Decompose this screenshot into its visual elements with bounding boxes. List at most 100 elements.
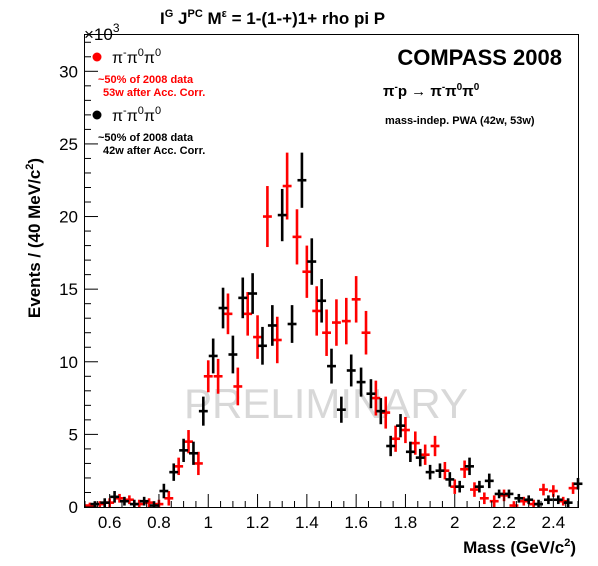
- data-point: [558, 496, 568, 506]
- data-point: [100, 498, 110, 507]
- data-point: [484, 473, 494, 489]
- data-point: [489, 495, 499, 507]
- data-point: [361, 310, 371, 355]
- data-point: [233, 367, 243, 406]
- y-tick-labels: 0 5 10 15 20 25 30: [59, 62, 78, 517]
- y-tick-label: 20: [59, 208, 78, 227]
- data-point: [401, 416, 410, 444]
- legend-note-red-2: 53w after Acc. Corr.: [103, 87, 205, 99]
- data-point: [539, 483, 548, 496]
- reaction-label: π-p → π-π0π0: [383, 82, 480, 100]
- data-point: [213, 358, 223, 394]
- data-point: [124, 495, 134, 505]
- data-point: [169, 463, 179, 481]
- data-point: [248, 273, 258, 314]
- data-point: [563, 498, 573, 507]
- data-point: [149, 501, 159, 507]
- data-point: [479, 492, 489, 505]
- data-point: [115, 493, 124, 503]
- data-point: [110, 491, 120, 503]
- data-point: [371, 380, 381, 416]
- legend-label-black: π-π0π0: [112, 105, 161, 125]
- data-point: [312, 286, 322, 336]
- data-point: [420, 444, 430, 465]
- data-point: [410, 431, 420, 455]
- data-point: [159, 483, 169, 499]
- y-tick-label: 5: [69, 425, 78, 444]
- legend-note-black-2: 42w after Acc. Corr.: [103, 145, 205, 157]
- x-tick-label: 1.8: [394, 513, 418, 532]
- data-point: [243, 292, 253, 336]
- y-axis-label: Events / (40 MeV/c2): [24, 158, 44, 318]
- data-point: [543, 495, 553, 505]
- data-point: [253, 315, 262, 359]
- watermark: PRELIMINARY: [184, 380, 468, 427]
- x-tick-label: 0.8: [147, 513, 171, 532]
- data-point: [327, 348, 336, 384]
- data-point: [534, 499, 543, 507]
- data-point: [460, 460, 470, 478]
- data-point: [519, 496, 529, 506]
- data-point: [341, 297, 351, 345]
- data-point: [85, 502, 95, 507]
- data-point: [425, 464, 435, 480]
- series-red: [85, 152, 578, 507]
- data-point: [568, 482, 578, 494]
- data-point: [297, 152, 307, 208]
- data-point: [391, 425, 401, 452]
- data-point: [262, 186, 272, 248]
- plot-marks: [85, 152, 583, 507]
- series-black: [90, 152, 583, 507]
- data-point: [405, 441, 415, 462]
- data-point: [228, 335, 238, 374]
- data-point: [351, 276, 361, 323]
- data-point: [356, 367, 366, 397]
- analysis-label: mass-indep. PWA (42w, 53w): [385, 115, 535, 127]
- axis-ticks: [84, 41, 579, 508]
- legend-note-red-1: ~50% of 2008 data: [98, 74, 194, 86]
- y-tick-label: 10: [59, 353, 78, 372]
- legend-note-black-1: ~50% of 2008 data: [98, 132, 194, 144]
- data-point: [322, 309, 332, 356]
- x-tick-label: 1.4: [295, 513, 319, 532]
- data-point: [282, 152, 292, 220]
- data-point: [184, 430, 193, 454]
- x-tick-label: 2: [450, 513, 459, 532]
- data-point: [504, 489, 514, 499]
- x-tick-labels: 0.6 0.8 1 1.2 1.4 1.6 1.8 2 2.2 2.4: [98, 513, 565, 532]
- data-point: [174, 457, 184, 476]
- data-point: [287, 305, 297, 343]
- data-point: [193, 451, 203, 476]
- data-point: [435, 463, 445, 478]
- y-multiplier: ×103: [84, 21, 120, 44]
- data-point: [203, 360, 213, 393]
- data-point: [346, 354, 356, 387]
- data-point: [302, 245, 312, 298]
- data-point: [164, 491, 174, 506]
- legend-marker-red: [92, 52, 102, 62]
- data-point: [465, 457, 474, 476]
- data-point: [272, 316, 282, 364]
- data-point: [366, 379, 376, 409]
- data-point: [553, 495, 563, 505]
- y-tick-label: 0: [69, 498, 78, 517]
- data-point: [514, 493, 524, 503]
- data-point: [317, 278, 327, 323]
- data-point: [415, 448, 425, 467]
- data-point: [430, 435, 440, 457]
- data-point: [258, 326, 267, 365]
- data-point: [218, 287, 228, 329]
- data-point: [376, 398, 386, 425]
- data-point: [386, 435, 396, 457]
- data-point: [267, 305, 277, 346]
- data-point: [198, 396, 208, 426]
- data-point: [445, 472, 455, 487]
- data-point: [331, 299, 341, 346]
- data-point: [277, 188, 287, 242]
- x-axis-label: Mass (GeV/c2): [463, 537, 576, 557]
- y-tick-label: 30: [59, 62, 78, 81]
- data-point: [474, 480, 484, 493]
- data-point: [238, 277, 248, 319]
- chart-title: IG JPC Mε = 1-(1-+)1+ rho pi P: [160, 8, 385, 28]
